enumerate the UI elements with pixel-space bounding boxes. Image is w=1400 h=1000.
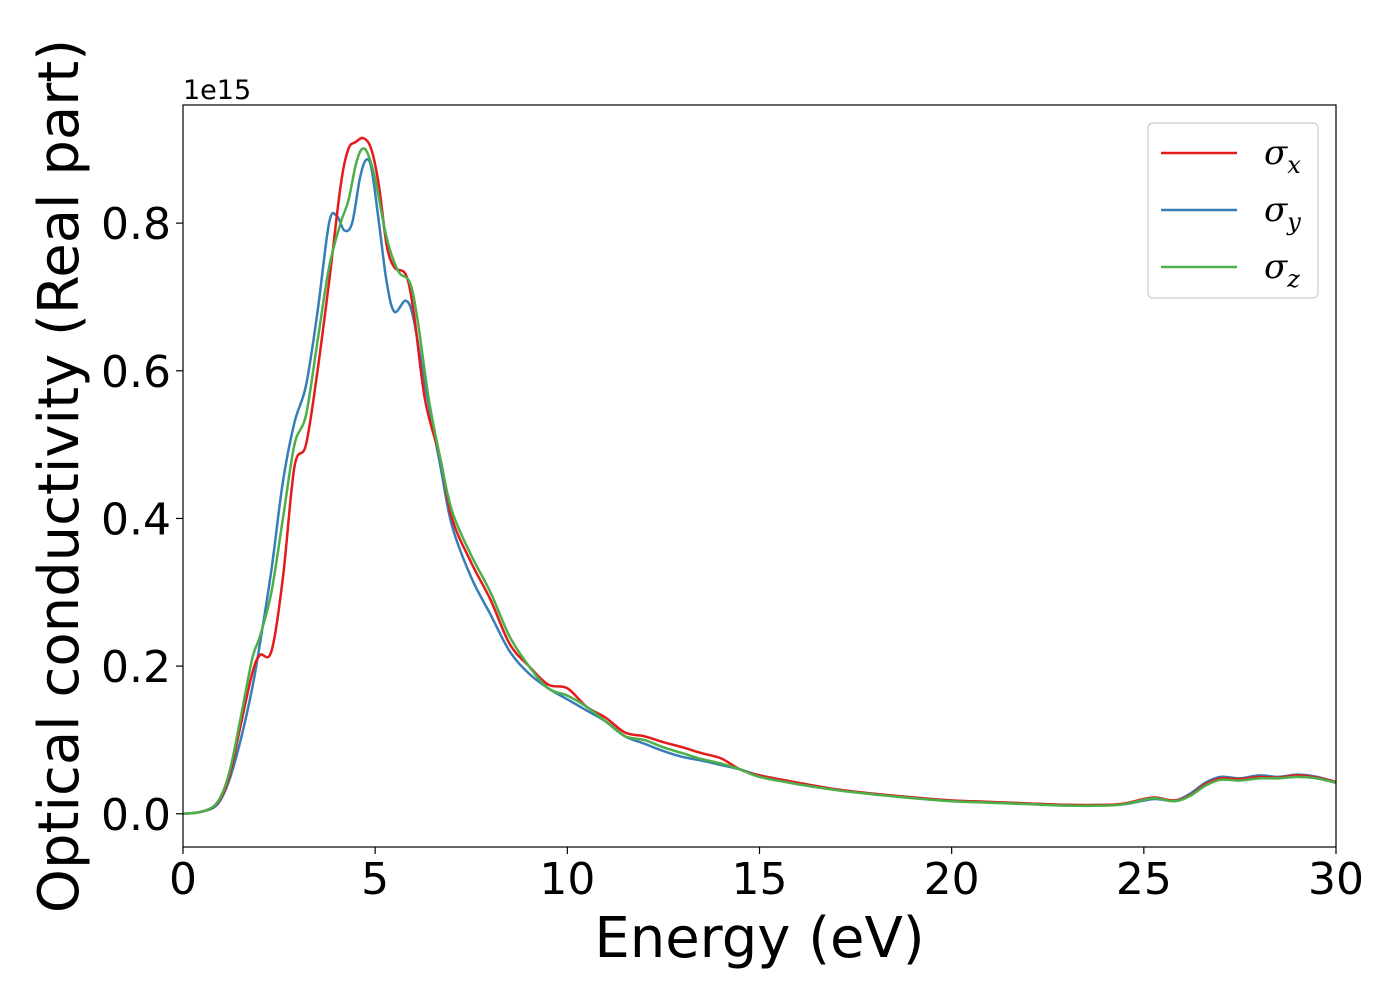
- y-tick-label: 0.8: [101, 199, 171, 250]
- x-tick-label: 20: [924, 854, 980, 905]
- x-axis-label: Energy (eV): [594, 906, 924, 971]
- x-axis-ticks: 0 5 10 15 20 25 30: [169, 847, 1364, 905]
- y-offset-label: 1e15: [183, 75, 251, 106]
- plot-lines: [182, 136, 1337, 816]
- legend-subscript: y: [1286, 208, 1301, 236]
- x-tick-label: 10: [539, 854, 595, 905]
- x-tick-label: 5: [361, 854, 389, 905]
- y-axis-label: Optical conductivity (Real part): [27, 39, 92, 913]
- legend-label-z: σz: [1264, 247, 1300, 293]
- legend-label-x: σx: [1264, 133, 1301, 179]
- legend-symbol: σ: [1264, 133, 1288, 173]
- legend-label-y: σy: [1264, 190, 1301, 236]
- y-tick-label: 0.0: [101, 790, 171, 841]
- x-tick-label: 25: [1116, 854, 1172, 905]
- x-tick-label: 0: [169, 854, 197, 905]
- legend-symbol: σ: [1264, 247, 1288, 287]
- legend-subscript: x: [1287, 151, 1301, 179]
- plot-frame: [182, 104, 1337, 848]
- series-line-z: [182, 147, 1337, 816]
- y-axis-ticks: 0.0 0.2 0.4 0.6 0.8: [101, 199, 183, 841]
- legend-subscript: z: [1286, 265, 1300, 293]
- y-tick-label: 0.4: [101, 494, 171, 545]
- x-tick-label: 15: [732, 854, 788, 905]
- legend-symbol: σ: [1264, 190, 1288, 230]
- y-tick-label: 0.2: [101, 642, 171, 693]
- y-tick-label: 0.6: [101, 347, 171, 398]
- x-tick-label: 30: [1308, 854, 1364, 905]
